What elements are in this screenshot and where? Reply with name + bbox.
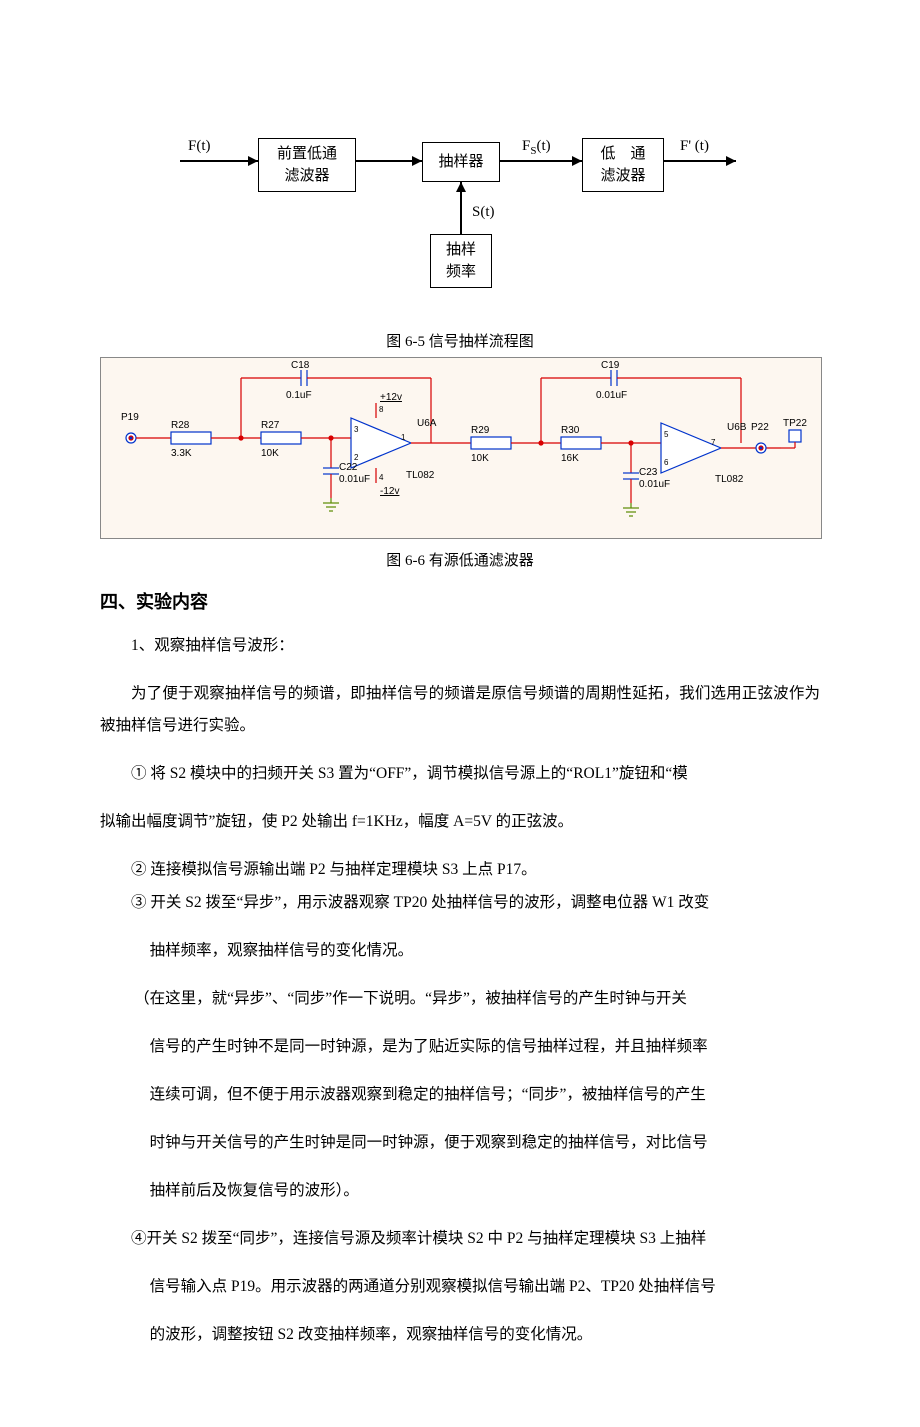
svg-text:2: 2 xyxy=(354,453,359,462)
list-item-1b: 拟输出幅度调节”旋钮，使 P2 处输出 f=1KHz，幅度 A=5V 的正弦波。 xyxy=(100,806,820,839)
svg-text:5: 5 xyxy=(664,430,669,439)
block-diagram: F(t) 前置低通 滤波器 抽样器 FS(t) 低 通 滤波器 F' (t) xyxy=(180,100,740,310)
svg-text:R30: R30 xyxy=(561,425,580,436)
box-prefilter: 前置低通 滤波器 xyxy=(258,138,356,192)
box-lpf: 低 通 滤波器 xyxy=(582,138,664,192)
svg-text:C22: C22 xyxy=(339,462,358,473)
svg-text:+12v: +12v xyxy=(380,392,402,403)
svg-text:TP22: TP22 xyxy=(783,418,807,429)
svg-text:3: 3 xyxy=(354,425,359,434)
input-label: F(t) xyxy=(188,138,211,155)
svg-text:-12v: -12v xyxy=(380,486,399,497)
circuit-svg: 3 2 1 8 4 5 6 7 P19 R28 3.3K R27 10K C18… xyxy=(101,358,821,538)
svg-text:R28: R28 xyxy=(171,420,190,431)
arrowhead-out xyxy=(726,156,736,166)
mid-label: FS(t) xyxy=(522,138,551,157)
box2-text: 抽样器 xyxy=(438,151,483,174)
figure-6-5-caption: 图 6-5 信号抽样流程图 xyxy=(100,330,820,351)
svg-text:16K: 16K xyxy=(561,453,579,464)
mid-label-tail: (t) xyxy=(536,138,550,154)
para-1: 1、观察抽样信号波形： xyxy=(100,630,820,663)
box1-line1: 前置低通 xyxy=(277,143,337,166)
list-item-2: ② 连接模拟信号源输出端 P2 与抽样定理模块 S3 上点 P17。 xyxy=(100,854,820,887)
svg-text:0.01uF: 0.01uF xyxy=(339,474,370,485)
list-item-1a: ① 将 S2 模块中的扫频开关 S3 置为“OFF”，调节模拟信号源上的“ROL… xyxy=(100,758,820,791)
list-item-3b: 抽样频率，观察抽样信号的变化情况。 xyxy=(100,935,820,968)
note-line-4: 时钟与开关信号的产生时钟是同一时钟源，便于观察到稳定的抽样信号，对比信号 xyxy=(100,1127,820,1160)
svg-text:0.1uF: 0.1uF xyxy=(286,390,312,401)
note-line-2: 信号的产生时钟不是同一时钟源，是为了贴近实际的信号抽样过程，并且抽样频率 xyxy=(100,1031,820,1064)
note-line-1: （在这里，就“异步”、“同步”作一下说明。“异步”，被抽样信号的产生时钟与开关 xyxy=(100,983,820,1016)
note-line-5: 抽样前后及恢复信号的波形）。 xyxy=(100,1175,820,1208)
svg-text:C19: C19 xyxy=(601,360,620,371)
svg-text:10K: 10K xyxy=(261,448,279,459)
svg-text:U6B: U6B xyxy=(727,422,747,433)
box1-line2: 滤波器 xyxy=(284,165,329,188)
svg-text:U6A: U6A xyxy=(417,418,437,429)
arrowhead-in xyxy=(248,156,258,166)
box-sampler: 抽样器 xyxy=(422,142,500,182)
svg-text:R29: R29 xyxy=(471,425,490,436)
output-label: F' (t) xyxy=(680,138,709,155)
arrow-line-in xyxy=(180,160,258,162)
list-item-3: ③ 开关 S2 拨至“异步”，用示波器观察 TP20 处抽样信号的波形，调整电位… xyxy=(100,887,820,920)
box3-line2: 滤波器 xyxy=(600,165,645,188)
arrow-line-23 xyxy=(500,160,582,162)
list-item-4b: 信号输入点 P19。用示波器的两通道分别观察模拟信号输出端 P2、TP20 处抽… xyxy=(100,1271,820,1304)
circuit-diagram: 3 2 1 8 4 5 6 7 P19 R28 3.3K R27 10K C18… xyxy=(100,357,822,539)
box4-line1: 抽样 xyxy=(446,239,476,262)
svg-text:10K: 10K xyxy=(471,453,489,464)
svg-text:R27: R27 xyxy=(261,420,280,431)
figure-6-6-caption: 图 6-6 有源低通滤波器 xyxy=(100,549,820,570)
svg-text:TL082: TL082 xyxy=(715,474,744,485)
svg-text:C18: C18 xyxy=(291,360,310,371)
arrowhead-s xyxy=(456,182,466,192)
list-item-4: ④开关 S2 拨至“同步”，连接信号源及频率计模块 S2 中 P2 与抽样定理模… xyxy=(100,1223,820,1256)
box4-line2: 频率 xyxy=(446,261,476,284)
box-sample-rate: 抽样 频率 xyxy=(430,234,492,288)
svg-text:TL082: TL082 xyxy=(406,470,435,481)
svg-text:C23: C23 xyxy=(639,467,658,478)
note-line-3: 连续可调，但不便于用示波器观察到稳定的抽样信号；“同步”，被抽样信号的产生 xyxy=(100,1079,820,1112)
svg-text:7: 7 xyxy=(711,438,716,447)
arrowhead-12 xyxy=(412,156,422,166)
arrowhead-23 xyxy=(572,156,582,166)
svg-text:8: 8 xyxy=(379,405,384,414)
svg-text:4: 4 xyxy=(379,473,384,482)
svg-text:1: 1 xyxy=(401,433,406,442)
list-item-4c: 的波形，调整按钮 S2 改变抽样频率，观察抽样信号的变化情况。 xyxy=(100,1319,820,1352)
svg-text:P22: P22 xyxy=(751,422,769,433)
box3-line1: 低 通 xyxy=(600,143,645,166)
svg-text:6: 6 xyxy=(664,458,669,467)
svg-text:0.01uF: 0.01uF xyxy=(639,479,670,490)
s-label: S(t) xyxy=(472,204,495,221)
svg-text:3.3K: 3.3K xyxy=(171,448,192,459)
svg-text:P19: P19 xyxy=(121,412,139,423)
para-2: 为了便于观察抽样信号的频谱，即抽样信号的频谱是原信号频谱的周期性延拓，我们选用正… xyxy=(100,678,820,743)
svg-text:0.01uF: 0.01uF xyxy=(596,390,627,401)
section-4-heading: 四、实验内容 xyxy=(100,588,820,614)
